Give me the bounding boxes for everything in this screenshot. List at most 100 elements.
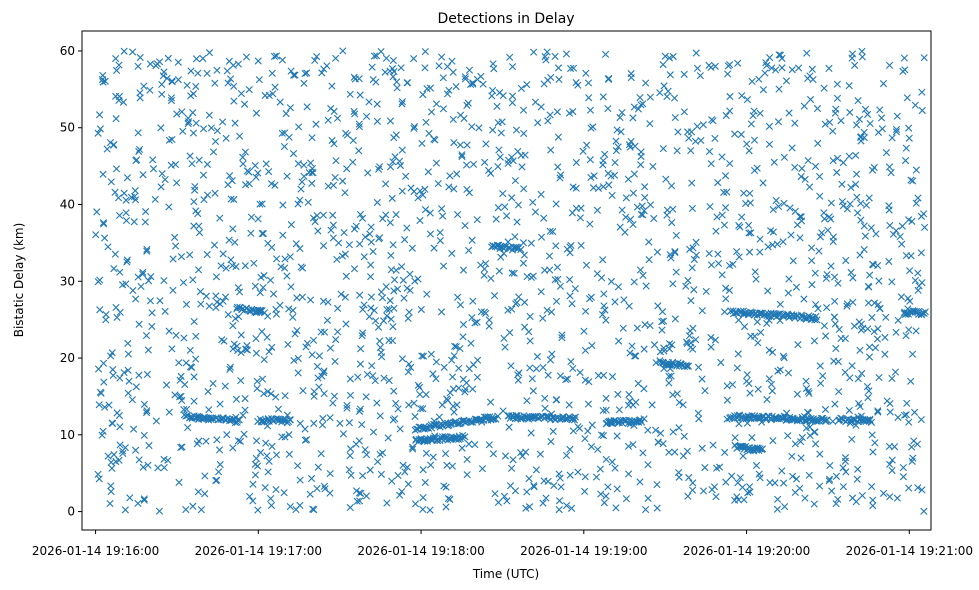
detection-point — [461, 388, 469, 396]
detection-point — [544, 371, 552, 379]
detection-point — [236, 132, 244, 140]
detection-point — [566, 445, 574, 453]
detection-point — [579, 147, 587, 155]
detection-point — [434, 179, 442, 188]
detection-point — [860, 134, 868, 142]
detection-point — [444, 494, 452, 503]
detection-point — [699, 487, 708, 495]
detection-point — [382, 54, 391, 62]
detection-point — [906, 297, 914, 305]
detection-point — [190, 317, 198, 326]
detection-point — [491, 490, 499, 498]
detection-point — [461, 73, 469, 81]
detection-point — [203, 69, 211, 78]
detection-point — [858, 491, 866, 500]
detection-point — [537, 103, 545, 111]
detection-point — [750, 107, 758, 115]
detection-point — [294, 354, 302, 363]
detection-point — [611, 158, 619, 167]
detection-point — [872, 230, 880, 238]
detection-point — [105, 401, 113, 409]
detection-point — [902, 411, 910, 419]
detection-point — [882, 313, 890, 321]
detection-point — [827, 215, 835, 223]
detection-point — [247, 229, 255, 237]
detection-point — [848, 54, 856, 62]
detection-point — [328, 136, 336, 144]
detection-point — [362, 492, 370, 500]
detection-point — [698, 375, 706, 383]
detection-point — [581, 346, 590, 355]
detection-point — [225, 236, 233, 244]
detection-point — [109, 371, 117, 379]
detection-point — [358, 420, 366, 429]
detection-point — [858, 369, 866, 378]
detection-point — [551, 52, 559, 61]
detection-point — [178, 108, 186, 116]
detection-point — [319, 369, 328, 377]
detection-point — [409, 445, 417, 453]
detection-point — [184, 114, 192, 122]
detection-point — [134, 129, 142, 137]
detection-point — [546, 227, 554, 235]
detection-point — [726, 107, 734, 115]
detection-point — [310, 419, 318, 427]
y-tick-label: 60 — [60, 44, 75, 58]
detection-point — [550, 481, 558, 490]
detection-point — [566, 471, 574, 479]
detection-point — [804, 156, 812, 165]
detection-point — [122, 196, 130, 204]
detection-point — [458, 444, 466, 452]
detection-point — [781, 503, 789, 511]
detection-point — [501, 452, 510, 460]
detection-point — [820, 215, 829, 223]
detection-point — [346, 445, 355, 453]
detection-point — [366, 466, 374, 474]
detection-point — [896, 232, 904, 241]
detection-point — [475, 124, 483, 132]
detection-point — [352, 222, 360, 230]
detection-point — [293, 327, 301, 335]
detection-point — [303, 339, 311, 347]
detection-point — [122, 209, 130, 217]
detection-point — [189, 276, 197, 284]
detection-point — [599, 406, 607, 415]
detection-point — [419, 505, 427, 513]
detection-point — [332, 54, 340, 62]
detection-point — [260, 272, 268, 280]
detection-point — [241, 148, 249, 156]
y-tick-label: 10 — [60, 428, 75, 442]
detection-point — [519, 259, 528, 267]
detection-point — [367, 223, 375, 231]
detection-point — [118, 447, 127, 455]
detection-point — [456, 435, 464, 443]
detection-point — [864, 110, 872, 119]
detection-point — [779, 414, 787, 422]
detection-point — [905, 326, 913, 334]
detection-point — [767, 380, 776, 388]
detection-point — [689, 244, 697, 252]
detection-point — [278, 433, 286, 441]
detection-point — [671, 113, 679, 122]
detection-point — [532, 365, 541, 373]
detection-point — [298, 293, 307, 301]
detection-point — [95, 111, 104, 119]
detection-point — [401, 236, 409, 244]
detection-point — [739, 452, 747, 460]
detection-point — [179, 278, 188, 287]
detection-point — [569, 364, 577, 372]
detection-point — [452, 343, 460, 351]
detection-point — [367, 261, 375, 269]
detection-point — [539, 363, 547, 371]
detection-point — [819, 372, 827, 380]
detection-point — [180, 334, 188, 342]
detection-point — [583, 141, 591, 149]
detection-point — [744, 489, 752, 497]
detection-point — [687, 128, 696, 136]
detection-point — [370, 306, 378, 315]
detection-point — [314, 374, 322, 382]
detection-point — [724, 70, 732, 78]
detection-point — [337, 290, 345, 298]
detection-point — [459, 333, 467, 341]
detection-point — [116, 441, 124, 449]
